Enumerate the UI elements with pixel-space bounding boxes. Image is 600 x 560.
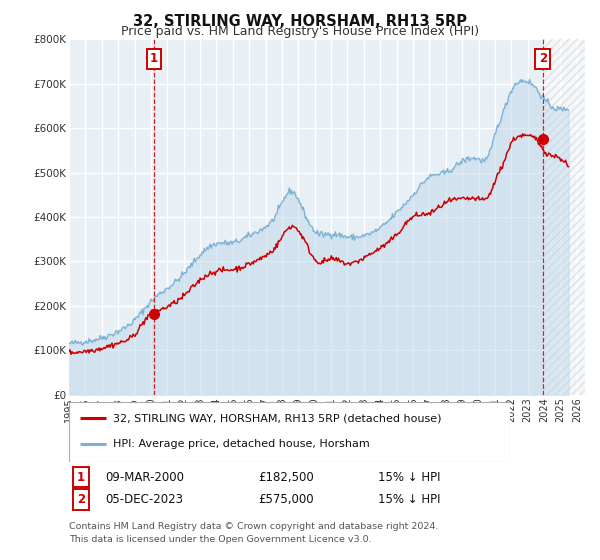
Text: Price paid vs. HM Land Registry's House Price Index (HPI): Price paid vs. HM Land Registry's House … — [121, 25, 479, 38]
Text: 1: 1 — [150, 52, 158, 66]
Text: £575,000: £575,000 — [258, 493, 314, 506]
Text: £182,500: £182,500 — [258, 470, 314, 484]
Text: 32, STIRLING WAY, HORSHAM, RH13 5RP (detached house): 32, STIRLING WAY, HORSHAM, RH13 5RP (det… — [113, 413, 442, 423]
Text: Contains HM Land Registry data © Crown copyright and database right 2024.: Contains HM Land Registry data © Crown c… — [69, 522, 439, 531]
Text: 32, STIRLING WAY, HORSHAM, RH13 5RP: 32, STIRLING WAY, HORSHAM, RH13 5RP — [133, 14, 467, 29]
Text: 2: 2 — [77, 493, 85, 506]
Text: 15% ↓ HPI: 15% ↓ HPI — [378, 470, 440, 484]
Text: 09-MAR-2000: 09-MAR-2000 — [105, 470, 184, 484]
Text: 2: 2 — [539, 52, 547, 66]
Text: This data is licensed under the Open Government Licence v3.0.: This data is licensed under the Open Gov… — [69, 535, 371, 544]
FancyBboxPatch shape — [69, 402, 510, 462]
Text: HPI: Average price, detached house, Horsham: HPI: Average price, detached house, Hors… — [113, 439, 370, 449]
Text: 15% ↓ HPI: 15% ↓ HPI — [378, 493, 440, 506]
Text: 1: 1 — [77, 470, 85, 484]
Text: 05-DEC-2023: 05-DEC-2023 — [105, 493, 183, 506]
